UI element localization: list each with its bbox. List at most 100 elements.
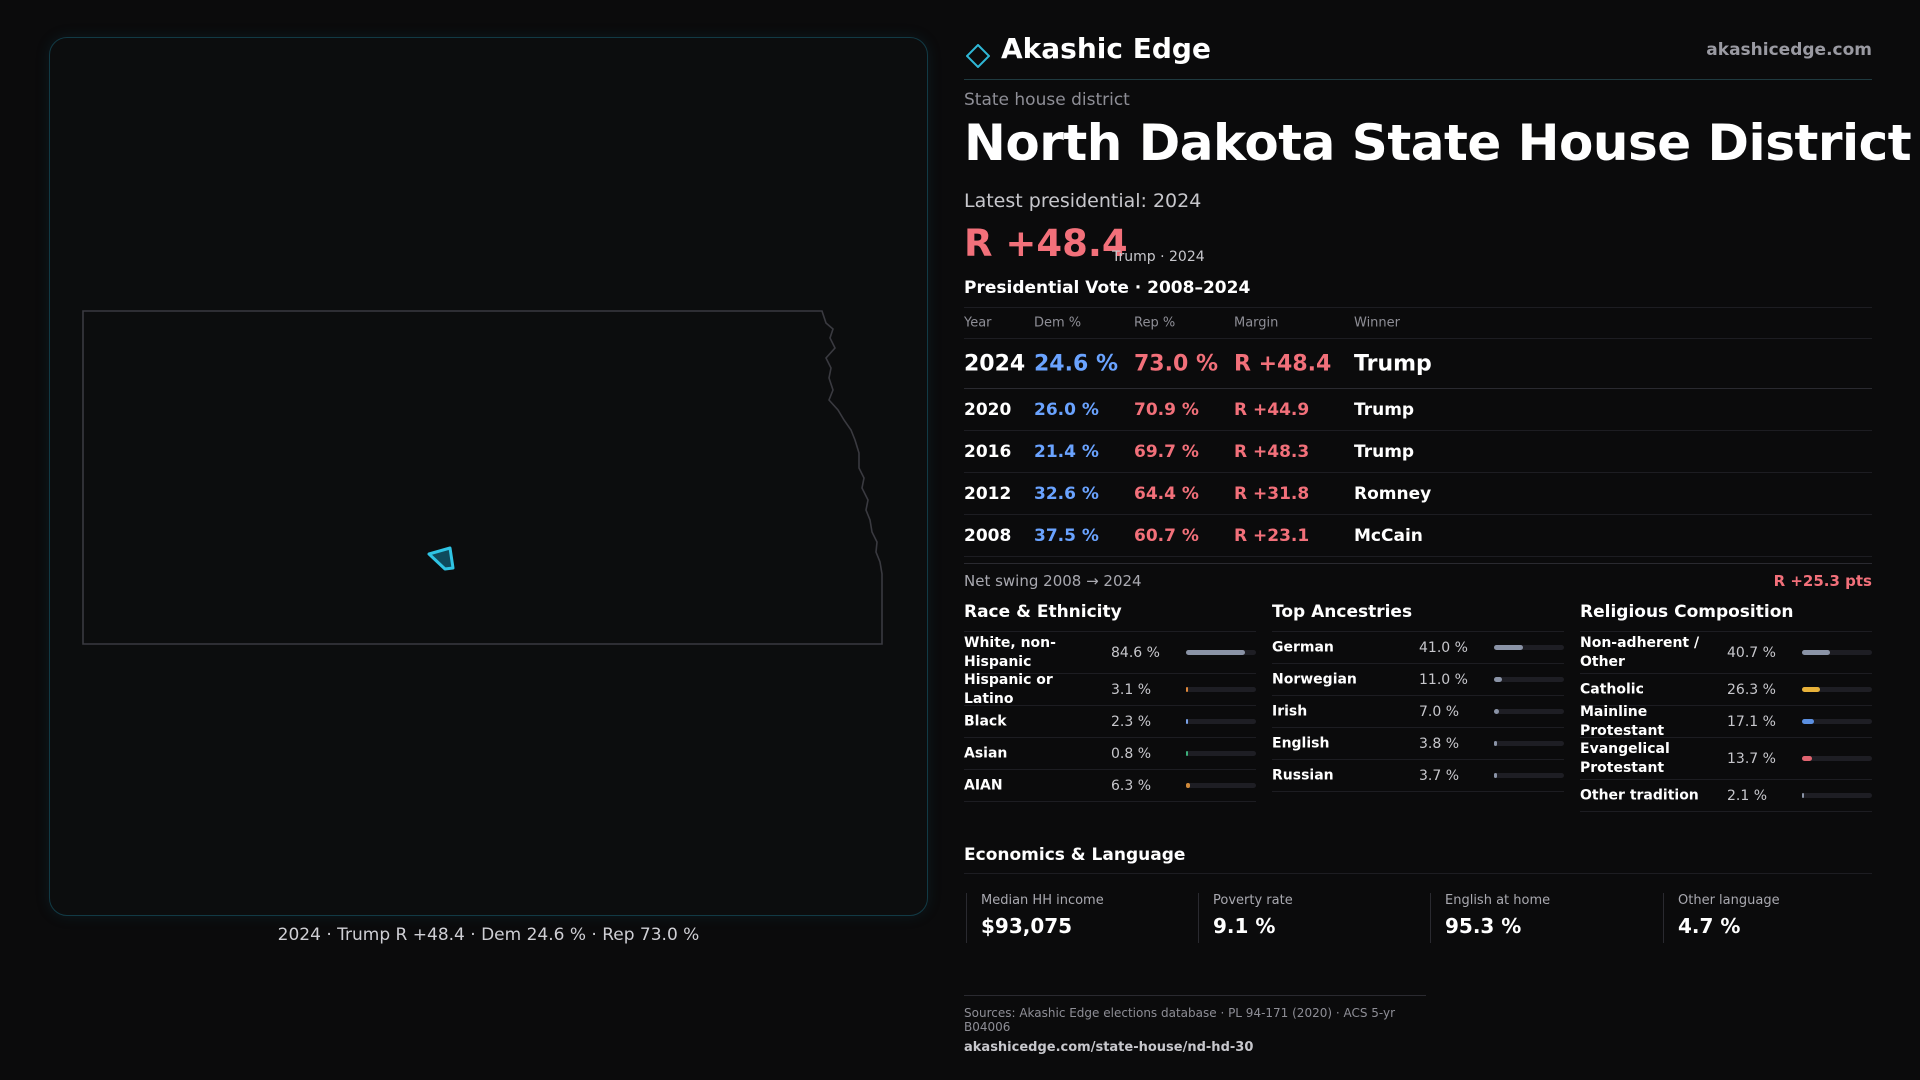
demo-bar-fill	[1494, 644, 1523, 650]
map-panel[interactable]	[49, 37, 928, 916]
demo-label: Russian	[1272, 767, 1334, 783]
demo-bar-fill	[1802, 755, 1812, 761]
row-rep: 60.7 %	[1134, 525, 1199, 546]
economics-title: Economics & Language	[964, 845, 1872, 874]
row-margin: R +31.8	[1234, 483, 1310, 504]
latest-margin: R +48.4	[964, 222, 1128, 265]
demo-value: 26.3 %	[1727, 681, 1776, 698]
econ-label: Other language	[1678, 893, 1780, 908]
row-dem: 21.4 %	[1034, 441, 1099, 462]
demo-bar-fill	[1494, 708, 1499, 714]
demo-row: White, non-Hispanic 84.6 %	[964, 632, 1256, 674]
row-margin: R +48.4	[1234, 351, 1332, 376]
state-outline	[82, 310, 883, 645]
sources-text: Sources: Akashic Edge elections database…	[964, 1006, 1396, 1034]
demo-bar	[1186, 750, 1256, 756]
demo-value: 11.0 %	[1419, 671, 1468, 688]
brand-url-link[interactable]: akashicedge.com	[1706, 40, 1872, 60]
diamond-icon	[966, 44, 990, 68]
demo-bar	[1802, 649, 1872, 655]
table-row: 2024 24.6 % 73.0 % R +48.4 Trump	[964, 339, 1872, 389]
econ-label: Poverty rate	[1213, 893, 1293, 908]
demo-label: Black	[964, 713, 1007, 729]
demo-label: AIAN	[964, 777, 1003, 793]
econ-label: English at home	[1445, 893, 1551, 908]
econ-value: 4.7 %	[1678, 914, 1741, 938]
demo-label: Catholic	[1580, 681, 1644, 697]
row-margin: R +23.1	[1234, 525, 1310, 546]
source-url-link[interactable]: akashicedge.com/state-house/nd-hd-30	[964, 1040, 1254, 1055]
demo-row: Evangelical Protestant 13.7 %	[1580, 738, 1872, 780]
demo-label: White, non-Hispanic	[964, 634, 1056, 670]
row-winner: Trump	[1354, 351, 1432, 376]
row-year: 2016	[964, 441, 1012, 462]
row-dem: 24.6 %	[1034, 351, 1118, 376]
econ-stat: Other language 4.7 %	[1663, 893, 1883, 943]
demo-value: 13.7 %	[1727, 750, 1776, 767]
demo-label: Hispanic or Latino	[964, 671, 1053, 707]
row-winner: Romney	[1354, 483, 1432, 504]
demo-row: Catholic 26.3 %	[1580, 674, 1872, 706]
row-dem: 26.0 %	[1034, 399, 1099, 420]
demo-value: 6.3 %	[1111, 777, 1152, 794]
demo-bar-fill	[1802, 792, 1804, 798]
demo-label: Other tradition	[1580, 787, 1699, 803]
religion-title: Religious Composition	[1580, 602, 1872, 632]
table-row: 2012 32.6 % 64.4 % R +31.8 Romney	[964, 473, 1872, 515]
demo-row: Hispanic or Latino 3.1 %	[964, 671, 1256, 707]
row-year: 2008	[964, 525, 1012, 546]
net-swing-label: Net swing 2008 → 2024	[964, 572, 1142, 590]
table-row: 2020 26.0 % 70.9 % R +44.9 Trump	[964, 389, 1872, 431]
demo-row: English 3.8 %	[1272, 728, 1564, 760]
page-title: North Dakota State House District 30	[964, 114, 1920, 172]
row-dem: 32.6 %	[1034, 483, 1099, 504]
demo-label: Evangelical Protestant	[1580, 740, 1670, 776]
row-winner: Trump	[1354, 441, 1415, 462]
row-dem: 37.5 %	[1034, 525, 1099, 546]
demo-row: AIAN 6.3 %	[964, 770, 1256, 802]
econ-label: Median HH income	[981, 893, 1104, 908]
header-rep: Rep %	[1134, 315, 1176, 331]
row-winner: Trump	[1354, 399, 1415, 420]
header-margin: Margin	[1234, 315, 1279, 331]
demo-bar-fill	[1186, 782, 1190, 788]
demo-row: Irish 7.0 %	[1272, 696, 1564, 728]
demo-bar-fill	[1802, 686, 1820, 692]
demo-value: 2.1 %	[1727, 787, 1768, 804]
ancestry-title: Top Ancestries	[1272, 602, 1564, 632]
demo-bar	[1494, 708, 1564, 714]
demo-value: 41.0 %	[1419, 639, 1468, 656]
row-year: 2012	[964, 483, 1012, 504]
demo-bar-fill	[1186, 718, 1188, 724]
demo-value: 2.3 %	[1111, 713, 1152, 730]
religion-section: Religious Composition Non-adherent / Oth…	[1580, 602, 1872, 812]
row-rep: 69.7 %	[1134, 441, 1199, 462]
demo-value: 0.8 %	[1111, 745, 1152, 762]
econ-stat: English at home 95.3 %	[1430, 893, 1650, 943]
demo-bar	[1186, 649, 1256, 655]
demo-value: 84.6 %	[1111, 644, 1160, 661]
demo-value: 3.1 %	[1111, 681, 1152, 698]
demo-row: Other tradition 2.1 %	[1580, 780, 1872, 812]
brand-name[interactable]: Akashic Edge	[1001, 32, 1211, 65]
row-year: 2020	[964, 399, 1012, 420]
demo-bar-fill	[1186, 649, 1245, 655]
district-shape[interactable]	[427, 546, 455, 571]
demo-value: 7.0 %	[1419, 703, 1460, 720]
net-swing: Net swing 2008 → 2024 R +25.3 pts	[964, 563, 1872, 590]
row-margin: R +44.9	[1234, 399, 1310, 420]
ancestry-section: Top Ancestries German 41.0 % Norwegian 1…	[1272, 602, 1564, 792]
demo-row: Asian 0.8 %	[964, 738, 1256, 770]
demo-bar	[1186, 686, 1256, 692]
row-winner: McCain	[1354, 525, 1423, 546]
econ-stat: Median HH income $93,075	[966, 893, 1186, 943]
demo-bar-fill	[1494, 740, 1497, 746]
state-map[interactable]	[50, 38, 929, 917]
sources-footer: Sources: Akashic Edge elections database…	[964, 995, 1426, 1055]
demo-label: Asian	[964, 745, 1008, 761]
demo-bar	[1802, 686, 1872, 692]
race-ethnicity-title: Race & Ethnicity	[964, 602, 1256, 632]
demo-label: English	[1272, 735, 1330, 751]
row-year: 2024	[964, 351, 1026, 376]
table-header: Year Dem % Rep % Margin Winner	[964, 308, 1872, 339]
